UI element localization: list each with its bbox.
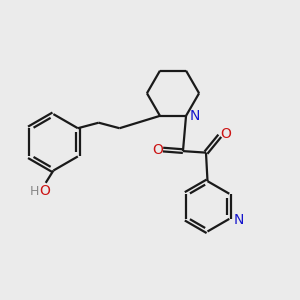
Text: O: O [39, 184, 50, 198]
Text: H: H [30, 185, 40, 198]
Text: O: O [152, 142, 163, 157]
Text: O: O [220, 127, 231, 141]
Text: N: N [234, 212, 244, 226]
Text: N: N [190, 109, 200, 123]
